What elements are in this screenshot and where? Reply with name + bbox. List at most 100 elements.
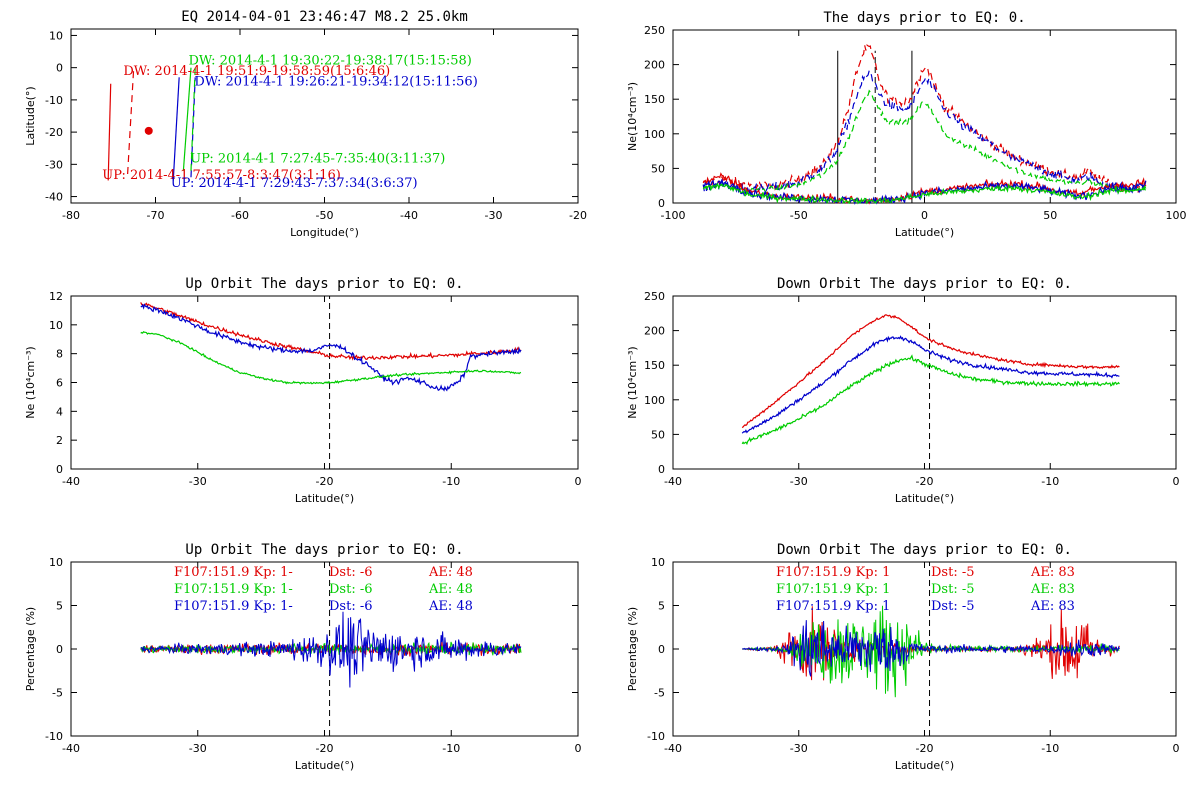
x-tick-label: -40	[62, 475, 80, 488]
legend-f107-red: F107:151.9 Kp: 1	[776, 565, 890, 580]
orbit-track-blue	[190, 77, 196, 178]
x-tick-label: -40	[62, 742, 80, 755]
legend-ae-green: AE: 83	[1030, 582, 1075, 597]
orbit-annotation: DW: 2014-4-1 19:51:9-19:58:59(15:6:46)	[123, 64, 390, 79]
x-tick-label: -10	[1041, 475, 1059, 488]
y-tick-label: 100	[644, 128, 665, 141]
orbit-annotation: UP: 2014-4-1 7:29:43-7:37:34(3:6:37)	[171, 176, 418, 191]
x-tick-label: -10	[442, 742, 460, 755]
y-tick-label: 0	[658, 643, 665, 656]
x-tick-label: -80	[62, 209, 80, 222]
chart-title: Down Orbit The days prior to EQ: 0.	[777, 276, 1072, 292]
y-tick-label: -20	[45, 126, 63, 139]
x-tick-label: -10	[1041, 742, 1059, 755]
x-tick-label: -20	[316, 475, 334, 488]
x-tick-label: 0	[575, 475, 582, 488]
legend-dst-blue: Dst: -6	[329, 599, 373, 614]
orbit-annotation: UP: 2014-4-1 7:55:57-8:3:47(3:1:16)	[102, 168, 341, 183]
x-tick-label: -50	[316, 209, 334, 222]
x-tick-label: 0	[575, 742, 582, 755]
series-line-red	[140, 302, 522, 361]
y-tick-label: 250	[644, 24, 665, 37]
series-line-red	[741, 314, 1120, 429]
x-tick-label: -30	[189, 742, 207, 755]
y-tick-label: -10	[45, 730, 63, 743]
x-axis-label: Latitude(°)	[295, 492, 354, 505]
x-tick-label: -10	[442, 475, 460, 488]
series-line-blue	[742, 620, 1120, 677]
y-axis-label: Ne (10⁴cm⁻³)	[626, 346, 639, 418]
x-tick-label: 100	[1166, 209, 1187, 222]
x-tick-label: 0	[1173, 475, 1180, 488]
series-line-green	[742, 605, 1120, 698]
series-line-blue	[140, 611, 522, 688]
series-line-green	[702, 182, 1147, 205]
panel-down-percentage: -40 -30 -20 -10 0 -10 -5 0 5 10 Down Orbit The day…	[626, 542, 1180, 772]
y-tick-label: 8	[56, 348, 63, 361]
y-tick-label: 200	[644, 325, 665, 338]
y-tick-label: 0	[658, 463, 665, 476]
y-tick-label: 0	[56, 643, 63, 656]
y-tick-label: 10	[651, 556, 665, 569]
x-tick-label: -30	[790, 475, 808, 488]
x-axis-label: Longitude(°)	[290, 226, 359, 239]
legend-dst-green: Dst: -6	[329, 582, 373, 597]
y-tick-label: 2	[56, 434, 63, 447]
series-line-blue	[741, 335, 1120, 434]
legend-ae-red: AE: 83	[1030, 565, 1075, 580]
orbit-annotation: DW: 2014-4-1 19:30:22-19:38:17(15:15:58)	[188, 53, 471, 68]
y-axis-label: Percentage (%)	[626, 607, 639, 691]
y-tick-label: -5	[52, 687, 63, 700]
x-tick-label: -20	[569, 209, 587, 222]
x-tick-label: -20	[916, 475, 934, 488]
series-line-blue	[140, 303, 522, 392]
chart-title: Up Orbit The days prior to EQ: 0.	[185, 542, 463, 558]
orbit-track-green	[182, 67, 192, 171]
legend-dst-red: Dst: -5	[931, 565, 975, 580]
x-axis-label: Latitude(°)	[895, 226, 954, 239]
series-line-green	[140, 331, 522, 385]
y-tick-label: 5	[658, 600, 665, 613]
y-axis-label: Percentage (%)	[24, 607, 37, 691]
x-tick-label: -20	[316, 742, 334, 755]
x-tick-label: -70	[147, 209, 165, 222]
legend-f107-blue: F107:151.9 Kp: 1	[776, 599, 890, 614]
y-tick-label: -5	[654, 687, 665, 700]
panel-ne-full: -100 -50 0 50 100 0 50 100 150 200 250 The days pri…	[626, 10, 1187, 239]
x-axis-label: Latitude(°)	[295, 759, 354, 772]
chart-title: Down Orbit The days prior to EQ: 0.	[777, 542, 1072, 558]
y-axis-label: Ne (10⁴cm⁻³)	[24, 346, 37, 418]
x-tick-label: 50	[1043, 209, 1057, 222]
y-tick-label: 10	[49, 29, 63, 42]
legend-f107-green: F107:151.9 Kp: 1	[776, 582, 890, 597]
epicenter-marker	[144, 126, 153, 135]
x-tick-label: -40	[664, 475, 682, 488]
y-tick-label: -10	[647, 730, 665, 743]
y-tick-label: 4	[56, 405, 63, 418]
x-axis-label: Latitude(°)	[895, 759, 954, 772]
y-tick-label: 0	[56, 62, 63, 75]
series-line-green	[741, 354, 1120, 446]
y-tick-label: -10	[45, 94, 63, 107]
legend-ae-blue: AE: 48	[428, 599, 473, 614]
y-tick-label: 250	[644, 290, 665, 303]
y-tick-label: 6	[56, 377, 63, 390]
y-tick-label: 5	[56, 600, 63, 613]
y-tick-label: -40	[45, 191, 63, 204]
legend-f107-green: F107:151.9 Kp: 1-	[174, 582, 293, 597]
panel-map: -80 -70 -60 -50 -40 -30 -20 -40 -30 -20 -10 0 10 EQ 2…	[24, 9, 587, 239]
orbit-track-green	[190, 67, 196, 171]
orbit-track-blue	[172, 77, 180, 181]
y-tick-label: 200	[644, 59, 665, 72]
orbit-track-red	[107, 83, 112, 181]
y-tick-label: 10	[49, 556, 63, 569]
x-tick-label: 0	[1173, 742, 1180, 755]
x-tick-label: -100	[661, 209, 686, 222]
x-axis-label: Latitude(°)	[895, 492, 954, 505]
x-tick-label: -50	[790, 209, 808, 222]
series-line-green	[703, 89, 1147, 196]
y-tick-label: 50	[651, 428, 665, 441]
series-line-blue	[702, 69, 1147, 195]
